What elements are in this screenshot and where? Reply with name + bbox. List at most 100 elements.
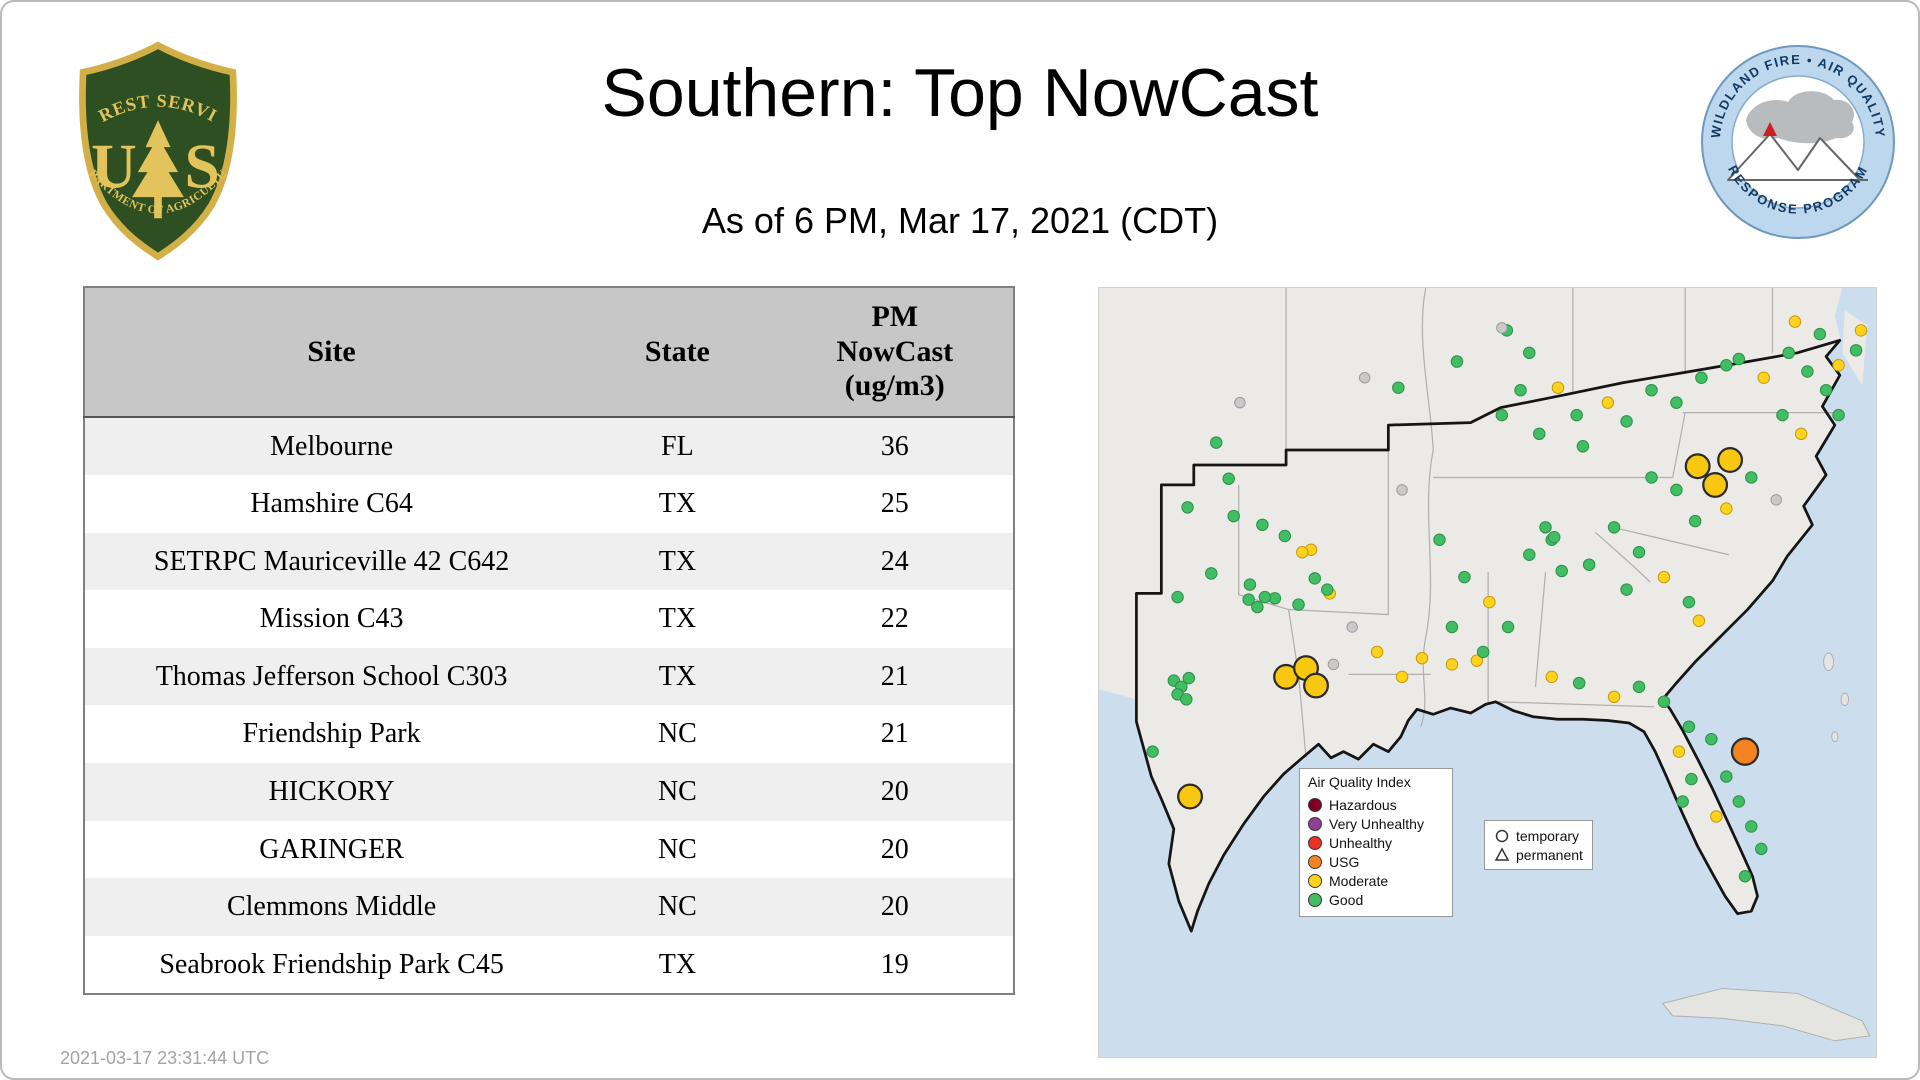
table-row: Seabrook Friendship Park C45 TX 19: [84, 935, 1014, 995]
column-header-state: State: [578, 287, 777, 418]
value-cell: 36: [880, 430, 909, 462]
table-row: Hamshire C64 TX 25: [84, 475, 1014, 533]
state-cell: FL: [661, 430, 694, 462]
monitor-marker-good: [1813, 327, 1827, 341]
airfire-program-logo: WILDLAND FIRE • AIR QUALITY RESPONSE PRO…: [1698, 42, 1898, 242]
table-row: HICKORY NC 20: [84, 763, 1014, 821]
monitor-marker-moderate-temporary: [1303, 672, 1329, 699]
table-row: SETRPC Mauriceville 42 C642 TX 24: [84, 532, 1014, 591]
legend-item: Hazardous: [1308, 795, 1444, 814]
column-header-pm-nowcast: PM NowCast (ug/m3): [776, 287, 1014, 418]
state-cell: NC: [657, 718, 697, 750]
monitor-marker-good: [1171, 590, 1184, 604]
island-bahamas-3: [1831, 731, 1839, 743]
monitor-marker-moderate: [1672, 745, 1686, 758]
monitor-marker-good: [1607, 521, 1621, 534]
monitor-marker-good: [1819, 383, 1833, 397]
monitor-marker-good: [1514, 383, 1527, 397]
monitor-marker-no-data: [1358, 372, 1371, 384]
site-cell: Friendship Park: [242, 718, 421, 750]
permanent-label: permanent: [1516, 846, 1583, 863]
legend-swatch: [1308, 797, 1322, 812]
monitor-markers: [1146, 315, 1868, 883]
monitor-marker-moderate: [1832, 359, 1845, 372]
monitor-marker-good: [1227, 509, 1240, 523]
monitor-marker-moderate-temporary: [1717, 447, 1744, 473]
pine-tree-icon: [132, 120, 184, 219]
monitor-marker-good: [1832, 408, 1845, 422]
monitor-marker-good: [1632, 680, 1646, 694]
monitor-marker-good: [1533, 427, 1546, 441]
table-row: Thomas Jefferson School C303 TX 21: [84, 647, 1014, 706]
monitor-marker-moderate: [1601, 396, 1615, 409]
monitor-marker-good: [1242, 593, 1255, 606]
monitor-marker-usg: [1730, 737, 1760, 766]
monitor-marker-good: [1732, 795, 1746, 808]
forest-service-logo: FOREST SERVICE U S DEPARTMENT OF AGRICUL…: [54, 24, 254, 264]
value-cell: 20: [880, 891, 909, 923]
temporary-label: temporary: [1516, 827, 1580, 844]
monitor-marker-no-data: [1327, 658, 1340, 671]
monitor-marker-good: [1801, 365, 1814, 378]
monitor-marker-good: [1181, 501, 1194, 514]
state-cell: TX: [658, 660, 697, 692]
site-cell: Hamshire C64: [250, 488, 413, 520]
monitor-marker-moderate: [1692, 614, 1706, 628]
monitor-marker-good: [1180, 693, 1193, 706]
monitor-marker-good: [1645, 471, 1658, 484]
monitor-marker-good: [1782, 346, 1795, 360]
monitor-marker-no-data: [1396, 484, 1408, 496]
monitor-marker-moderate: [1794, 427, 1808, 441]
monitor-marker-good: [1450, 355, 1464, 368]
site-cell: Mission C43: [259, 603, 404, 635]
monitor-marker-good: [1738, 870, 1752, 883]
state-cell: TX: [658, 545, 697, 577]
monitor-marker-good: [1676, 795, 1689, 808]
monitor-marker-moderate: [1415, 651, 1429, 665]
monitor-marker-moderate: [1854, 324, 1868, 337]
monitor-marker-good: [1182, 671, 1196, 685]
monitor-marker-good: [1657, 695, 1671, 709]
legend-item: USG: [1308, 852, 1444, 871]
site-cell: Thomas Jefferson School C303: [155, 660, 508, 692]
monitor-marker-no-data: [1770, 494, 1782, 506]
permanent-marker-icon: [1494, 846, 1510, 861]
monitor-marker-good: [1495, 408, 1509, 422]
monitor-marker-good: [1433, 533, 1446, 546]
monitor-marker-good: [1620, 583, 1633, 596]
monitor-marker-good: [1776, 408, 1789, 422]
monitor-marker-no-data: [1234, 396, 1246, 409]
state-cell: NC: [657, 833, 697, 865]
island-bahamas-1: [1823, 652, 1835, 672]
monitor-marker-good: [1620, 415, 1633, 428]
legend-label: Unhealthy: [1329, 834, 1393, 851]
site-cell: Clemmons Middle: [226, 891, 437, 923]
monitor-marker-moderate: [1788, 315, 1802, 328]
monitor-marker-no-data: [1346, 621, 1358, 633]
state-cell: NC: [657, 776, 697, 808]
monitor-marker-good: [1146, 745, 1159, 758]
aqi-legend: Air Quality Index Hazardous Very Unhealth…: [1299, 768, 1453, 917]
legend-item: Unhealthy: [1308, 833, 1444, 852]
monitor-marker-moderate: [1470, 654, 1484, 667]
flame-icon: [1763, 122, 1777, 136]
table-row: Friendship Park NC 21: [84, 705, 1014, 764]
page-title: Southern: Top NowCast: [601, 55, 1319, 131]
monitor-marker-moderate: [1545, 670, 1558, 684]
legend-label: Hazardous: [1329, 796, 1397, 813]
monitor-marker-good: [1720, 770, 1733, 783]
monitor-marker-good: [1705, 732, 1718, 746]
table-row: Clemmons Middle NC 20: [84, 878, 1014, 936]
monitor-marker-good: [1572, 676, 1586, 690]
monitor-marker-good: [1632, 545, 1646, 559]
monitor-marker-moderate: [1395, 670, 1409, 684]
value-cell: 19: [880, 948, 909, 980]
forest-service-shield-icon: FOREST SERVICE U S DEPARTMENT OF AGRICUL…: [54, 24, 237, 261]
legend-swatch: [1308, 835, 1322, 850]
monitor-marker-good: [1670, 483, 1683, 497]
timestamp: 2021-03-17 23:31:44 UTC: [60, 1048, 270, 1068]
monitor-marker-good: [1555, 564, 1568, 578]
value-cell: 20: [880, 833, 909, 865]
fs-logo-letter-u: U: [91, 131, 137, 201]
